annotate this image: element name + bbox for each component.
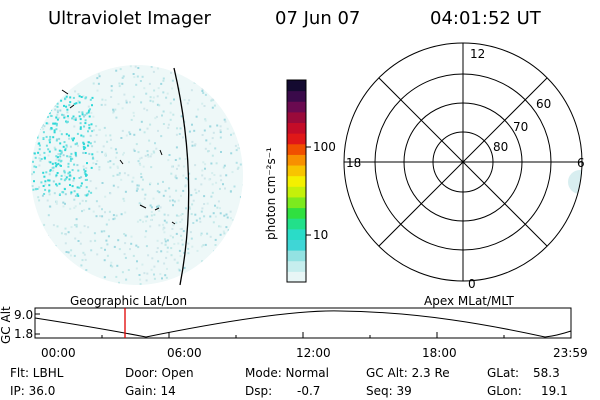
glon-label: GLon:	[487, 384, 522, 398]
coastline-fragments	[61, 89, 176, 225]
colorbar	[286, 79, 311, 283]
colorbar-cell	[287, 101, 306, 113]
polar-plot[interactable]	[343, 42, 592, 282]
colorbar-cell	[287, 186, 306, 198]
colorbar-cell	[287, 90, 306, 102]
filter-info: Flt: LBHL	[10, 366, 64, 380]
polar-label-12: 12	[470, 47, 486, 61]
colorbar-cell	[287, 207, 306, 219]
ip-info: IP: 36.0	[10, 384, 56, 398]
altitude-curve	[34, 310, 572, 338]
seq-info: Seq: 39	[366, 384, 412, 398]
colorbar-cell	[287, 122, 306, 134]
timeline-tick-0000: 00:00	[41, 346, 76, 360]
glat-value: 58.3	[533, 366, 560, 380]
gain-info: Gain: 14	[125, 384, 176, 398]
polar-label-6: 6	[577, 156, 585, 170]
timeline-plot[interactable]	[34, 307, 572, 339]
colorbar-label-100: 100	[313, 140, 336, 154]
timeline-y-bottom: 1.8	[14, 327, 34, 341]
dsp-value: -0.7	[297, 384, 321, 398]
geographic-caption: Geographic Lat/Lon	[70, 294, 188, 308]
colorbar-cell	[287, 218, 306, 230]
polar-label-18: 18	[346, 156, 362, 170]
glat-label: GLat:	[487, 366, 520, 380]
app-title: Ultraviolet Imager	[48, 8, 211, 29]
timeline-tick-0600: 06:00	[167, 346, 202, 360]
polar-ring-70: 70	[513, 120, 529, 134]
colorbar-cell	[287, 260, 306, 272]
polar-label-0: 0	[468, 277, 476, 291]
colorbar-cell	[287, 250, 306, 262]
timeline-ylabel: GC Alt	[0, 306, 13, 344]
gc-alt-info: GC Alt: 2.3 Re	[366, 366, 450, 380]
colorbar-cell	[287, 143, 306, 155]
glon-value: 19.1	[541, 384, 568, 398]
timeline-tick-2359: 23:59	[553, 346, 588, 360]
dsp-label: Dsp:	[245, 384, 273, 398]
time-label: 04:01:52 UT	[430, 8, 541, 29]
colorbar-cell	[287, 165, 306, 177]
colorbar-cell	[287, 175, 306, 187]
colorbar-cell	[287, 154, 306, 166]
timeline-tick-1200: 12:00	[296, 346, 331, 360]
polar-ring-60: 60	[536, 97, 552, 111]
timeline-tick-1800: 18:00	[422, 346, 457, 360]
date-label: 07 Jun 07	[275, 8, 361, 29]
colorbar-cell	[287, 111, 306, 124]
door-info: Door: Open	[125, 366, 194, 380]
colorbar-cell	[287, 80, 306, 92]
colorbar-unit-label: photon cm⁻²s⁻¹	[264, 147, 278, 240]
uv-image-disk[interactable]	[31, 65, 244, 287]
colorbar-cell	[287, 133, 306, 145]
polar-ring-80: 80	[493, 140, 509, 154]
terminator-line	[173, 67, 190, 286]
colorbar-cell	[287, 228, 306, 240]
colorbar-cell	[287, 271, 306, 283]
colorbar-cell	[287, 239, 306, 251]
colorbar-cell	[287, 196, 306, 209]
apex-caption: Apex MLat/MLT	[424, 294, 514, 308]
mode-info: Mode: Normal	[245, 366, 329, 380]
colorbar-label-10: 10	[313, 228, 329, 242]
timeline-y-top: 9.0	[14, 308, 34, 322]
